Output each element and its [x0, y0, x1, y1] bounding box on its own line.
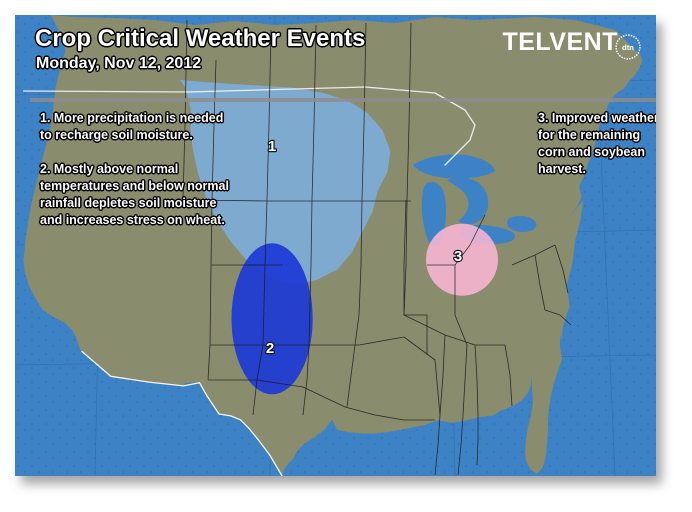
svg-text:2: 2 [266, 340, 274, 357]
svg-text:3: 3 [454, 248, 462, 265]
svg-text:dtn: dtn [622, 43, 634, 52]
svg-text:1: 1 [268, 138, 276, 155]
